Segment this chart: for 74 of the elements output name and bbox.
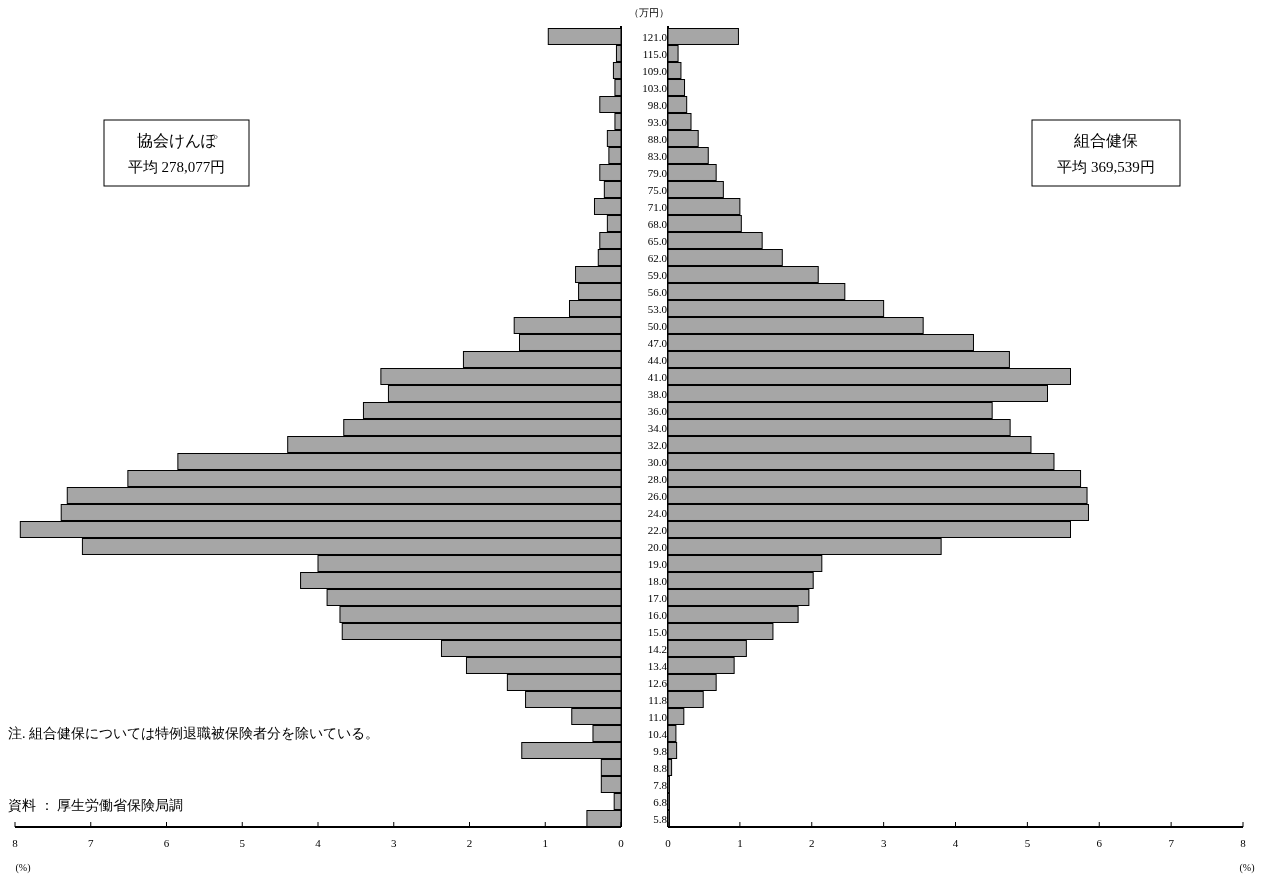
- x-tick-label: 6: [1096, 837, 1103, 849]
- x-tick-label: 4: [315, 837, 322, 849]
- y-tick-label: 109.0: [642, 64, 668, 77]
- x-tick-label: 1: [542, 837, 548, 849]
- y-tick-label: 38.0: [647, 387, 668, 400]
- x-tick-label: 3: [391, 837, 397, 849]
- x-tick-label: 2: [809, 837, 815, 849]
- x-tick-label: 5: [1024, 837, 1031, 849]
- x-tick-label: 7: [1168, 837, 1175, 849]
- x-tick-label: 6: [163, 837, 170, 849]
- x-axis-title: (%): [15, 862, 31, 874]
- y-axis-title: （万円）: [629, 7, 669, 18]
- x-tick-label: 1: [737, 837, 743, 849]
- y-tick-label: 47.0: [647, 336, 668, 349]
- y-tick-label: 56.0: [647, 285, 668, 298]
- y-tick-label: 10.4: [647, 727, 668, 740]
- y-tick-label: 30.0: [647, 455, 668, 468]
- y-tick-label: 20.0: [647, 540, 668, 553]
- y-tick-label: 44.0: [647, 353, 668, 366]
- x-axis-title: (%): [1239, 862, 1255, 874]
- y-tick-label: 17.0: [647, 591, 668, 604]
- y-tick-label: 93.0: [647, 115, 668, 128]
- x-tick-label: 3: [880, 837, 887, 849]
- y-tick-label: 115.0: [642, 47, 668, 60]
- y-tick-label: 11.8: [648, 693, 668, 706]
- x-tick-label: 8: [12, 837, 19, 849]
- y-tick-label: 11.0: [648, 710, 668, 723]
- y-tick-label: 121.0: [642, 30, 668, 43]
- y-tick-label: 103.0: [642, 81, 668, 94]
- y-tick-label: 18.0: [647, 574, 668, 587]
- y-tick-label: 24.0: [647, 506, 668, 519]
- y-tick-label: 83.0: [647, 149, 668, 162]
- y-tick-label: 14.2: [647, 642, 667, 655]
- x-tick-label: 8: [1240, 837, 1247, 849]
- y-tick-label: 50.0: [647, 319, 668, 332]
- y-tick-label: 19.0: [647, 557, 668, 570]
- y-tick-label: 8.8: [653, 761, 668, 774]
- y-tick-label: 41.0: [647, 370, 668, 383]
- y-tick-label: 65.0: [647, 234, 668, 247]
- y-tick-label: 13.4: [647, 659, 668, 672]
- x-tick-label: 4: [952, 837, 959, 849]
- y-tick-label: 36.0: [647, 404, 668, 417]
- text: 平均 278,077円: [127, 159, 226, 175]
- y-tick-label: 28.0: [647, 472, 668, 485]
- y-tick-label: 98.0: [647, 98, 668, 111]
- y-tick-label: 7.8: [653, 778, 668, 791]
- x-tick-label: 5: [239, 837, 246, 849]
- y-tick-label: 6.8: [653, 795, 668, 808]
- y-tick-label: 22.0: [647, 523, 668, 536]
- y-tick-label: 15.0: [647, 625, 668, 638]
- y-tick-label: 59.0: [647, 268, 668, 281]
- x-tick-label: 7: [88, 837, 94, 849]
- y-tick-label: 16.0: [647, 608, 668, 621]
- y-tick-label: 9.8: [653, 744, 668, 757]
- text: 協会けんぽ: [136, 132, 218, 149]
- y-tick-label: 62.0: [647, 251, 668, 264]
- y-tick-label: 26.0: [647, 489, 668, 502]
- y-tick-label: 71.0: [647, 200, 668, 213]
- y-tick-label: 75.0: [647, 183, 668, 196]
- x-tick-label: 0: [618, 837, 625, 849]
- y-tick-label: 34.0: [647, 421, 668, 434]
- y-tick-label: 79.0: [647, 166, 668, 179]
- x-tick-label: 0: [665, 837, 672, 849]
- y-tick-label: 88.0: [647, 132, 668, 145]
- x-tick-label: 2: [466, 837, 473, 849]
- y-tick-label: 53.0: [647, 302, 668, 315]
- y-tick-label: 12.6: [647, 676, 668, 689]
- annotation: 資料 ： 厚生労働省保険局調: [8, 798, 183, 813]
- text: 組合健保: [1073, 132, 1138, 149]
- y-tick-label: 68.0: [647, 217, 668, 230]
- text: 平均 369,539円: [1057, 159, 1155, 175]
- y-tick-label: 5.8: [653, 812, 668, 825]
- y-tick-label: 32.0: [647, 438, 668, 451]
- annotation: 注. 組合健保については特例退職被保険者分を除いている。: [8, 726, 379, 741]
